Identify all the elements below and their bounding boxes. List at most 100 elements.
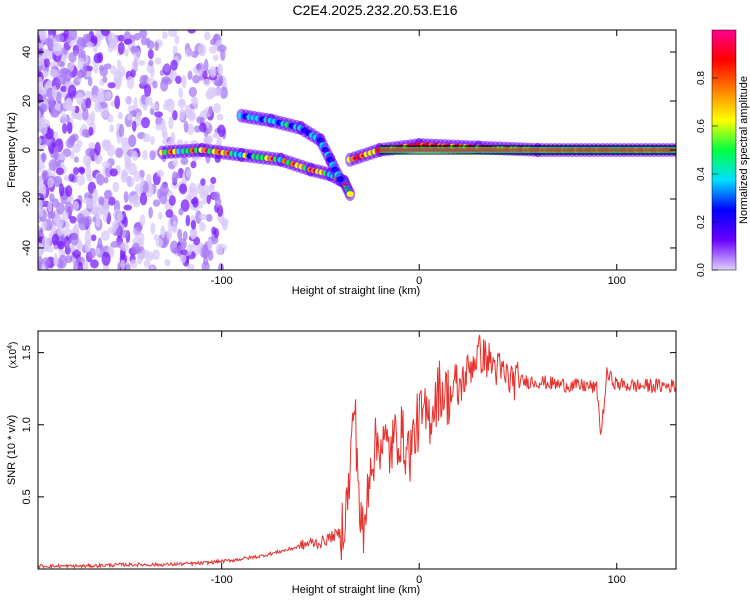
heat-noise-cell — [51, 85, 58, 100]
heat-noise-cell — [156, 169, 164, 177]
heat-noise-cell — [131, 242, 141, 254]
chart-title: C2E4.2025.232.20.53.E16 — [292, 2, 458, 18]
heat-noise-cell — [76, 70, 83, 79]
heat-noise-cell — [217, 44, 227, 53]
spectrogram-ylabel: Frequency (Hz) — [6, 112, 18, 188]
heat-noise-cell — [90, 35, 98, 44]
heat-noise-cell — [202, 70, 208, 79]
heat-noise-cell — [164, 78, 173, 85]
snr-panel: -100 0 100 0.5 1.0 1.5 Height of straight lin… — [6, 330, 677, 596]
heat-noise-cell — [91, 94, 97, 103]
heat-noise-cell — [202, 78, 211, 87]
heat-noise-cell — [170, 131, 176, 143]
heat-noise-cell — [123, 216, 128, 228]
heat-noise-cell — [103, 190, 112, 199]
heat-noise-cell — [198, 213, 208, 220]
heat-noise-cell — [206, 134, 213, 145]
heat-noise-cell — [62, 211, 69, 221]
heat-noise-cell — [41, 152, 46, 164]
heat-noise-cell — [180, 199, 190, 212]
heat-noise-cell — [167, 30, 178, 37]
heat-noise-cell — [123, 191, 129, 203]
spectrogram-xlabel: Height of straight line (km) — [292, 285, 420, 297]
heat-noise-cell — [95, 247, 101, 256]
heat-noise-cell — [38, 151, 41, 165]
heat-noise-cell — [53, 175, 63, 188]
heat-noise-cell — [99, 101, 108, 109]
heat-noise-cell — [76, 37, 86, 51]
heat-noise-cell — [76, 92, 84, 106]
heat-noise-cell — [152, 80, 158, 89]
heat-noise-cell — [69, 215, 77, 224]
spectrogram-xtick-label: 0 — [416, 275, 422, 287]
heat-noise-cell — [92, 188, 99, 203]
colorbar-tick-label: 0.6 — [696, 119, 707, 133]
heat-noise-cell — [126, 176, 135, 188]
heat-noise-cell — [141, 116, 150, 129]
heat-noise-cell — [210, 176, 217, 185]
heat-noise-cell — [216, 113, 224, 121]
heat-noise-cell — [196, 184, 204, 195]
heat-noise-cell — [139, 169, 145, 179]
heat-noise-cell — [38, 162, 46, 170]
heat-noise-cell — [149, 107, 155, 116]
heat-noise-cell — [114, 95, 121, 110]
heat-noise-cell — [212, 54, 219, 62]
heat-noise-cell — [82, 197, 92, 205]
heat-noise-cell — [178, 87, 184, 99]
snr-xtick-label: 100 — [608, 574, 626, 586]
colorbar-tick-label: 0.4 — [696, 167, 707, 181]
heat-noise-cell — [155, 123, 164, 131]
heat-noise-cell — [98, 196, 105, 205]
heat-noise-cell — [209, 45, 217, 54]
colorbar-scale — [712, 30, 736, 270]
heat-noise-cell — [127, 114, 133, 121]
heat-noise-cell — [112, 181, 120, 193]
heat-noise-cell — [190, 160, 197, 169]
heat-noise-cell — [195, 210, 202, 224]
heat-noise-cell — [38, 243, 44, 250]
heat-noise-cell — [76, 213, 85, 225]
heat-noise-cell — [148, 206, 153, 219]
heat-noise-cell — [66, 121, 73, 134]
heat-noise-cell — [164, 62, 170, 73]
heat-noise-cell — [143, 259, 151, 268]
heat-noise-cell — [96, 173, 105, 186]
heat-noise-cell — [76, 139, 83, 148]
heat-noise-cell — [154, 111, 164, 118]
heat-noise-cell — [198, 221, 206, 232]
heat-noise-cell — [142, 149, 148, 161]
heat-noise-cell — [174, 35, 180, 45]
heat-noise-cell — [123, 38, 133, 45]
heat-noise-cell — [142, 133, 151, 143]
heat-noise-cell — [139, 232, 145, 245]
heat-noise-cell — [99, 207, 109, 215]
heat-noise-cell — [41, 236, 51, 251]
heat-noise-cell — [49, 96, 56, 110]
colorbar-tick-label: 0.2 — [696, 215, 707, 229]
heat-noise-cell — [220, 49, 226, 61]
heat-noise-cell — [179, 183, 188, 195]
heat-noise-cell — [192, 196, 199, 208]
heat-noise-cell — [118, 123, 125, 138]
heat-noise-cell — [148, 59, 154, 67]
heat-noise-cell — [57, 240, 65, 250]
heat-noise-cell — [177, 228, 183, 241]
heat-noise-cell — [124, 156, 132, 169]
heat-noise-cell — [60, 112, 67, 124]
heat-noise-cell — [180, 157, 189, 166]
heat-noise-cell — [52, 38, 58, 53]
heat-noise-cell — [39, 183, 47, 195]
heat-noise-cell — [55, 91, 62, 105]
heat-noise-cell — [207, 249, 214, 261]
heat-noise-cell — [99, 67, 108, 77]
heat-noise-cell — [88, 247, 97, 259]
heat-noise-cell — [136, 252, 143, 265]
heat-noise-cell — [68, 30, 78, 40]
spectrogram-upper-branch — [236, 108, 346, 187]
heat-noise-cell — [102, 76, 108, 84]
heat-noise-cell — [95, 216, 101, 228]
heat-noise-cell — [57, 60, 65, 67]
heat-noise-cell — [88, 126, 94, 136]
heat-noise-cell — [38, 76, 43, 90]
